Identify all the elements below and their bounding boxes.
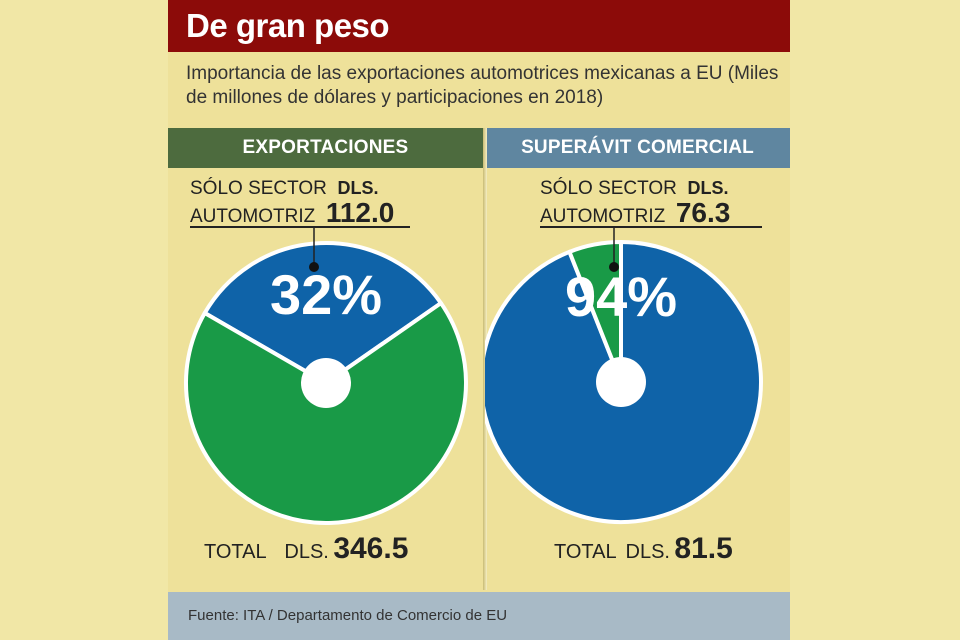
background-left: [0, 0, 168, 640]
sector-label-line1: SÓLO SECTOR: [190, 178, 327, 199]
exportaciones-pie-chart: 32%: [184, 226, 468, 525]
leader-dot: [309, 262, 319, 272]
superavit-header: SUPERÁVIT COMERCIAL: [485, 128, 790, 168]
total-currency: DLS.: [284, 541, 329, 563]
total-value: 346.5: [333, 532, 409, 565]
exportaciones-header: EXPORTACIONES: [168, 128, 483, 168]
percent-label: 94%: [565, 265, 677, 328]
total-value: 81.5: [674, 532, 733, 565]
sector-value: 112.0: [325, 197, 395, 228]
pie-center-hole: [301, 358, 351, 408]
exportaciones-label-underline: [190, 226, 410, 228]
percent-label: 32%: [270, 263, 382, 326]
source-note: Fuente: ITA / Departamento de Comercio d…: [168, 592, 790, 640]
total-label: TOTAL: [204, 541, 267, 563]
sector-value: 76.3: [675, 197, 731, 228]
sector-label-line1: SÓLO SECTOR: [540, 178, 677, 199]
superavit-pie-chart: 94%: [485, 226, 763, 524]
pie-slice-rest: [184, 301, 468, 525]
sector-label-line2: AUTOMOTRIZ: [190, 206, 316, 227]
total-label: TOTAL: [554, 541, 617, 563]
superavit-total: TOTAL DLS. 81.5: [554, 532, 733, 566]
sector-label-line2: AUTOMOTRIZ: [540, 206, 666, 227]
pie-center-hole: [596, 357, 646, 407]
exportaciones-sector-label: SÓLO SECTOR DLS. AUTOMOTRIZ 112.0: [190, 176, 394, 229]
subtitle: Importancia de las exportaciones automot…: [186, 63, 779, 108]
sector-currency: DLS.: [687, 178, 729, 198]
total-currency: DLS.: [625, 541, 670, 563]
background-right: [790, 0, 960, 640]
exportaciones-total: TOTAL DLS. 346.5: [204, 532, 408, 566]
superavit-label-underline: [540, 226, 762, 228]
sector-currency: DLS.: [337, 178, 379, 198]
pie-slice-automotive: [202, 241, 443, 385]
page-title: De gran peso: [168, 0, 790, 52]
leader-dot: [609, 262, 619, 272]
pie-slice-rest: [567, 240, 623, 384]
infographic-panel: De gran peso Importancia de las exportac…: [168, 0, 790, 640]
superavit-sector-label: SÓLO SECTOR DLS. AUTOMOTRIZ 76.3: [540, 176, 730, 229]
